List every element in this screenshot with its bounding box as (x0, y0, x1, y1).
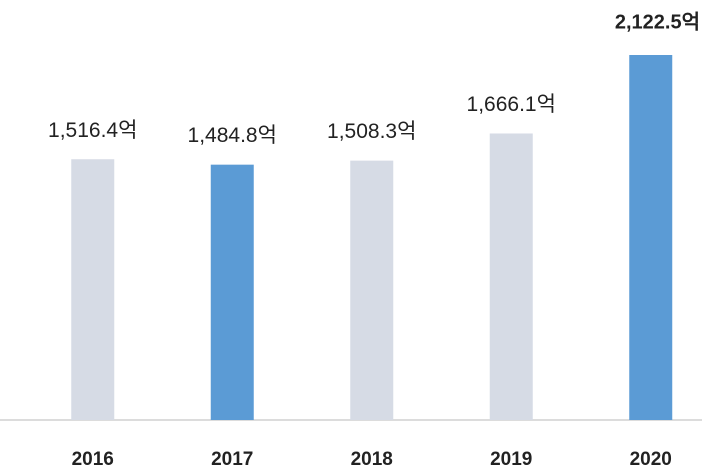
bar (489, 133, 533, 420)
value-label: 1,484.8억 (188, 124, 277, 147)
x-tick-label: 2020 (630, 449, 672, 469)
value-label: 1,508.3억 (327, 120, 416, 143)
bar (210, 164, 254, 420)
bar (350, 160, 394, 421)
x-tick-label: 2017 (211, 449, 253, 469)
value-label: 2,122.5억 (615, 10, 700, 33)
value-label: 1,516.4억 (48, 119, 137, 142)
value-label: 1,666.1억 (467, 93, 556, 116)
x-tick-label: 2019 (490, 449, 532, 469)
bar (629, 55, 673, 420)
x-tick-label: 2018 (351, 449, 393, 469)
x-tick-label: 2016 (72, 449, 114, 469)
bar (71, 159, 115, 420)
